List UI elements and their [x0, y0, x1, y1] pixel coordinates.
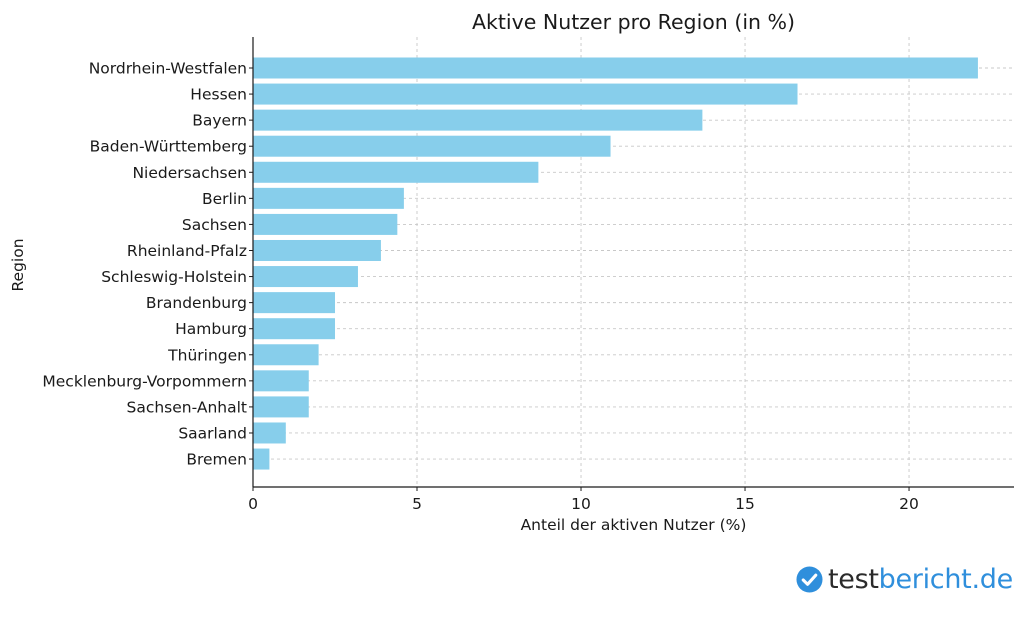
- bar-10: [253, 318, 336, 340]
- y-tick-label-10: Hamburg: [175, 320, 247, 338]
- check-circle-icon: [796, 565, 823, 593]
- y-tick-label-7: Rheinland-Pfalz: [127, 242, 247, 260]
- y-tick-label-13: Sachsen-Anhalt: [126, 398, 247, 416]
- watermark-logo: test bericht.de: [796, 560, 1013, 598]
- y-tick-label-2: Bayern: [192, 112, 247, 130]
- y-tick-label-9: Brandenburg: [146, 294, 247, 312]
- bar-7: [253, 239, 381, 261]
- bar-12: [253, 370, 309, 392]
- y-tick-label-6: Sachsen: [182, 216, 247, 234]
- x-tick-label-1: 5: [412, 495, 422, 513]
- y-tick-label-1: Hessen: [190, 86, 247, 104]
- bar-14: [253, 422, 286, 444]
- bar-1: [253, 83, 798, 105]
- y-tick-label-0: Nordrhein-Westfalen: [89, 60, 247, 78]
- bar-15: [253, 448, 270, 470]
- bar-6: [253, 213, 398, 235]
- y-tick-label-4: Niedersachsen: [132, 164, 247, 182]
- bar-2: [253, 109, 703, 131]
- y-axis-label: Region: [9, 238, 27, 291]
- y-tick-label-5: Berlin: [202, 190, 247, 208]
- bar-13: [253, 396, 309, 418]
- y-tick-label-8: Schleswig-Holstein: [101, 268, 247, 286]
- y-tick-label-14: Saarland: [178, 424, 247, 442]
- x-axis-label: Anteil der aktiven Nutzer (%): [521, 516, 747, 534]
- chart-title: Aktive Nutzer pro Region (in %): [472, 10, 795, 34]
- bar-0: [253, 57, 978, 79]
- bar-3: [253, 135, 611, 157]
- x-tick-label-3: 15: [735, 495, 755, 513]
- bar-9: [253, 292, 336, 314]
- bar-11: [253, 344, 319, 366]
- x-tick-label-4: 20: [899, 495, 919, 513]
- bar-8: [253, 266, 358, 288]
- y-tick-label-12: Mecklenburg-Vorpommern: [42, 372, 247, 390]
- y-tick-label-11: Thüringen: [167, 346, 247, 364]
- watermark-brand-part2: bericht.de: [878, 563, 1014, 595]
- y-tick-label-3: Baden-Württemberg: [90, 138, 247, 156]
- bar-5: [253, 187, 404, 209]
- x-tick-label-2: 10: [571, 495, 591, 513]
- bar-4: [253, 161, 539, 183]
- watermark-brand-part1: test: [828, 563, 879, 595]
- y-tick-label-15: Bremen: [186, 451, 247, 469]
- x-tick-label-0: 0: [248, 495, 258, 513]
